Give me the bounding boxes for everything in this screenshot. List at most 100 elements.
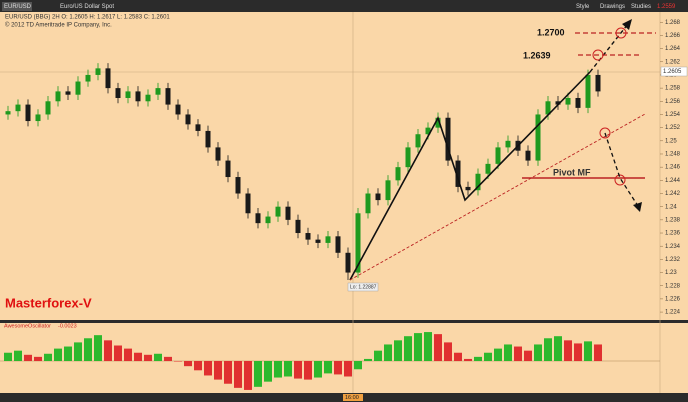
- osc-bar: [254, 361, 262, 387]
- osc-bar: [224, 361, 232, 384]
- candle-body: [435, 117, 441, 128]
- info: EUR/USD (BBG) 2H O: 1.2605 H: 1.2617 L: …: [5, 15, 170, 21]
- candle-body: [195, 124, 201, 131]
- candle-body: [395, 167, 401, 181]
- candle-body: [55, 91, 61, 102]
- osc-bar: [424, 332, 432, 361]
- last-price: 1.2559: [657, 4, 676, 10]
- y-tick-label: 1.262: [665, 59, 681, 65]
- candle-body: [335, 236, 341, 253]
- osc-bar: [324, 361, 332, 374]
- osc-bar: [124, 348, 132, 361]
- osc-bar: [554, 336, 562, 361]
- osc-bar: [294, 361, 302, 379]
- candle-body: [375, 193, 381, 201]
- osc-bar: [574, 343, 582, 361]
- osc-bar: [404, 336, 412, 361]
- candle-body: [575, 97, 581, 108]
- osc-bar: [244, 361, 252, 390]
- copyright: © 2012 TD Ameritrade IP Company, Inc.: [5, 22, 112, 29]
- y-tick-label: 1.254: [665, 112, 681, 118]
- osc-bar: [64, 346, 72, 361]
- candle-body: [105, 68, 111, 89]
- osc-bar: [304, 361, 312, 380]
- current-price: 1.2605: [663, 69, 682, 75]
- candle-body: [65, 91, 71, 95]
- candle-body: [145, 94, 151, 102]
- osc-bar: [494, 348, 502, 361]
- circle: [614, 174, 626, 186]
- osc-bar: [314, 361, 322, 378]
- osc-bar: [334, 361, 342, 375]
- candle-body: [95, 68, 101, 75]
- candle-body: [415, 134, 421, 148]
- y-tick-label: 1.252: [665, 125, 681, 131]
- osc-bar: [474, 356, 482, 361]
- y-tick-label: 1.232: [665, 257, 681, 263]
- osc-bar: [14, 350, 22, 361]
- osc-bar: [164, 356, 172, 361]
- trend-line: [349, 113, 646, 281]
- osc-bar: [364, 358, 372, 361]
- candle-body: [185, 114, 191, 125]
- studies-button[interactable]: Studies: [631, 4, 651, 10]
- candle-body: [155, 88, 161, 95]
- y-tick-label: 1.226: [665, 296, 681, 302]
- candle-body: [75, 81, 81, 95]
- y-tick-label: 1.264: [665, 46, 681, 52]
- osc-bar: [174, 361, 182, 362]
- candle-body: [505, 140, 511, 148]
- osc-bar: [464, 358, 472, 361]
- osc-bar: [274, 361, 282, 378]
- candle-body: [555, 101, 561, 105]
- candle-body: [455, 160, 461, 187]
- y-tick-label: 1.242: [665, 191, 681, 197]
- candle-body: [15, 104, 21, 112]
- osc-bar: [84, 338, 92, 361]
- osc-bar: [594, 344, 602, 361]
- symbol: EUR/USD: [4, 4, 32, 10]
- osc-bar: [34, 356, 42, 361]
- time-box: [343, 394, 363, 401]
- osc-bar: [94, 335, 102, 361]
- candle-body: [85, 74, 91, 82]
- osc-bar: [504, 344, 512, 361]
- candle-body: [495, 147, 501, 164]
- circle: [592, 49, 604, 61]
- candle-body: [595, 74, 601, 92]
- candle-body: [235, 177, 241, 194]
- candle-body: [5, 111, 11, 115]
- osc-bar: [114, 345, 122, 361]
- candle-body: [385, 180, 391, 201]
- osc-bar: [454, 352, 462, 361]
- arrow-down: [604, 132, 639, 207]
- osc-bar: [514, 346, 522, 361]
- osc-bar: [184, 361, 192, 367]
- candle-body: [535, 114, 541, 161]
- candle-body: [225, 160, 231, 178]
- candle-body: [315, 239, 321, 243]
- candle-body: [345, 252, 351, 273]
- y-tick-label: 1.258: [665, 86, 681, 92]
- osc-bar: [344, 361, 352, 377]
- candle-body: [25, 104, 31, 122]
- candle-body: [545, 101, 551, 115]
- description: Euro/US Dollar Spot: [60, 4, 114, 10]
- osc-bar: [214, 361, 222, 380]
- osc-bar: [564, 340, 572, 361]
- osc-bar: [584, 341, 592, 361]
- pivot-label: Pivot MF: [553, 167, 591, 177]
- osc-bar: [264, 361, 272, 382]
- candle-body: [115, 88, 121, 98]
- osc-bar: [134, 352, 142, 361]
- style-button[interactable]: Style: [576, 4, 590, 10]
- candle-body: [265, 216, 271, 224]
- zigzag: [349, 71, 591, 281]
- price-panel: [0, 12, 688, 320]
- osc-bar: [284, 361, 292, 377]
- drawings-button[interactable]: Drawings: [600, 4, 625, 10]
- candle-body: [365, 193, 371, 214]
- symbol-box[interactable]: [2, 2, 32, 11]
- label-1270: 1.2700: [537, 27, 565, 37]
